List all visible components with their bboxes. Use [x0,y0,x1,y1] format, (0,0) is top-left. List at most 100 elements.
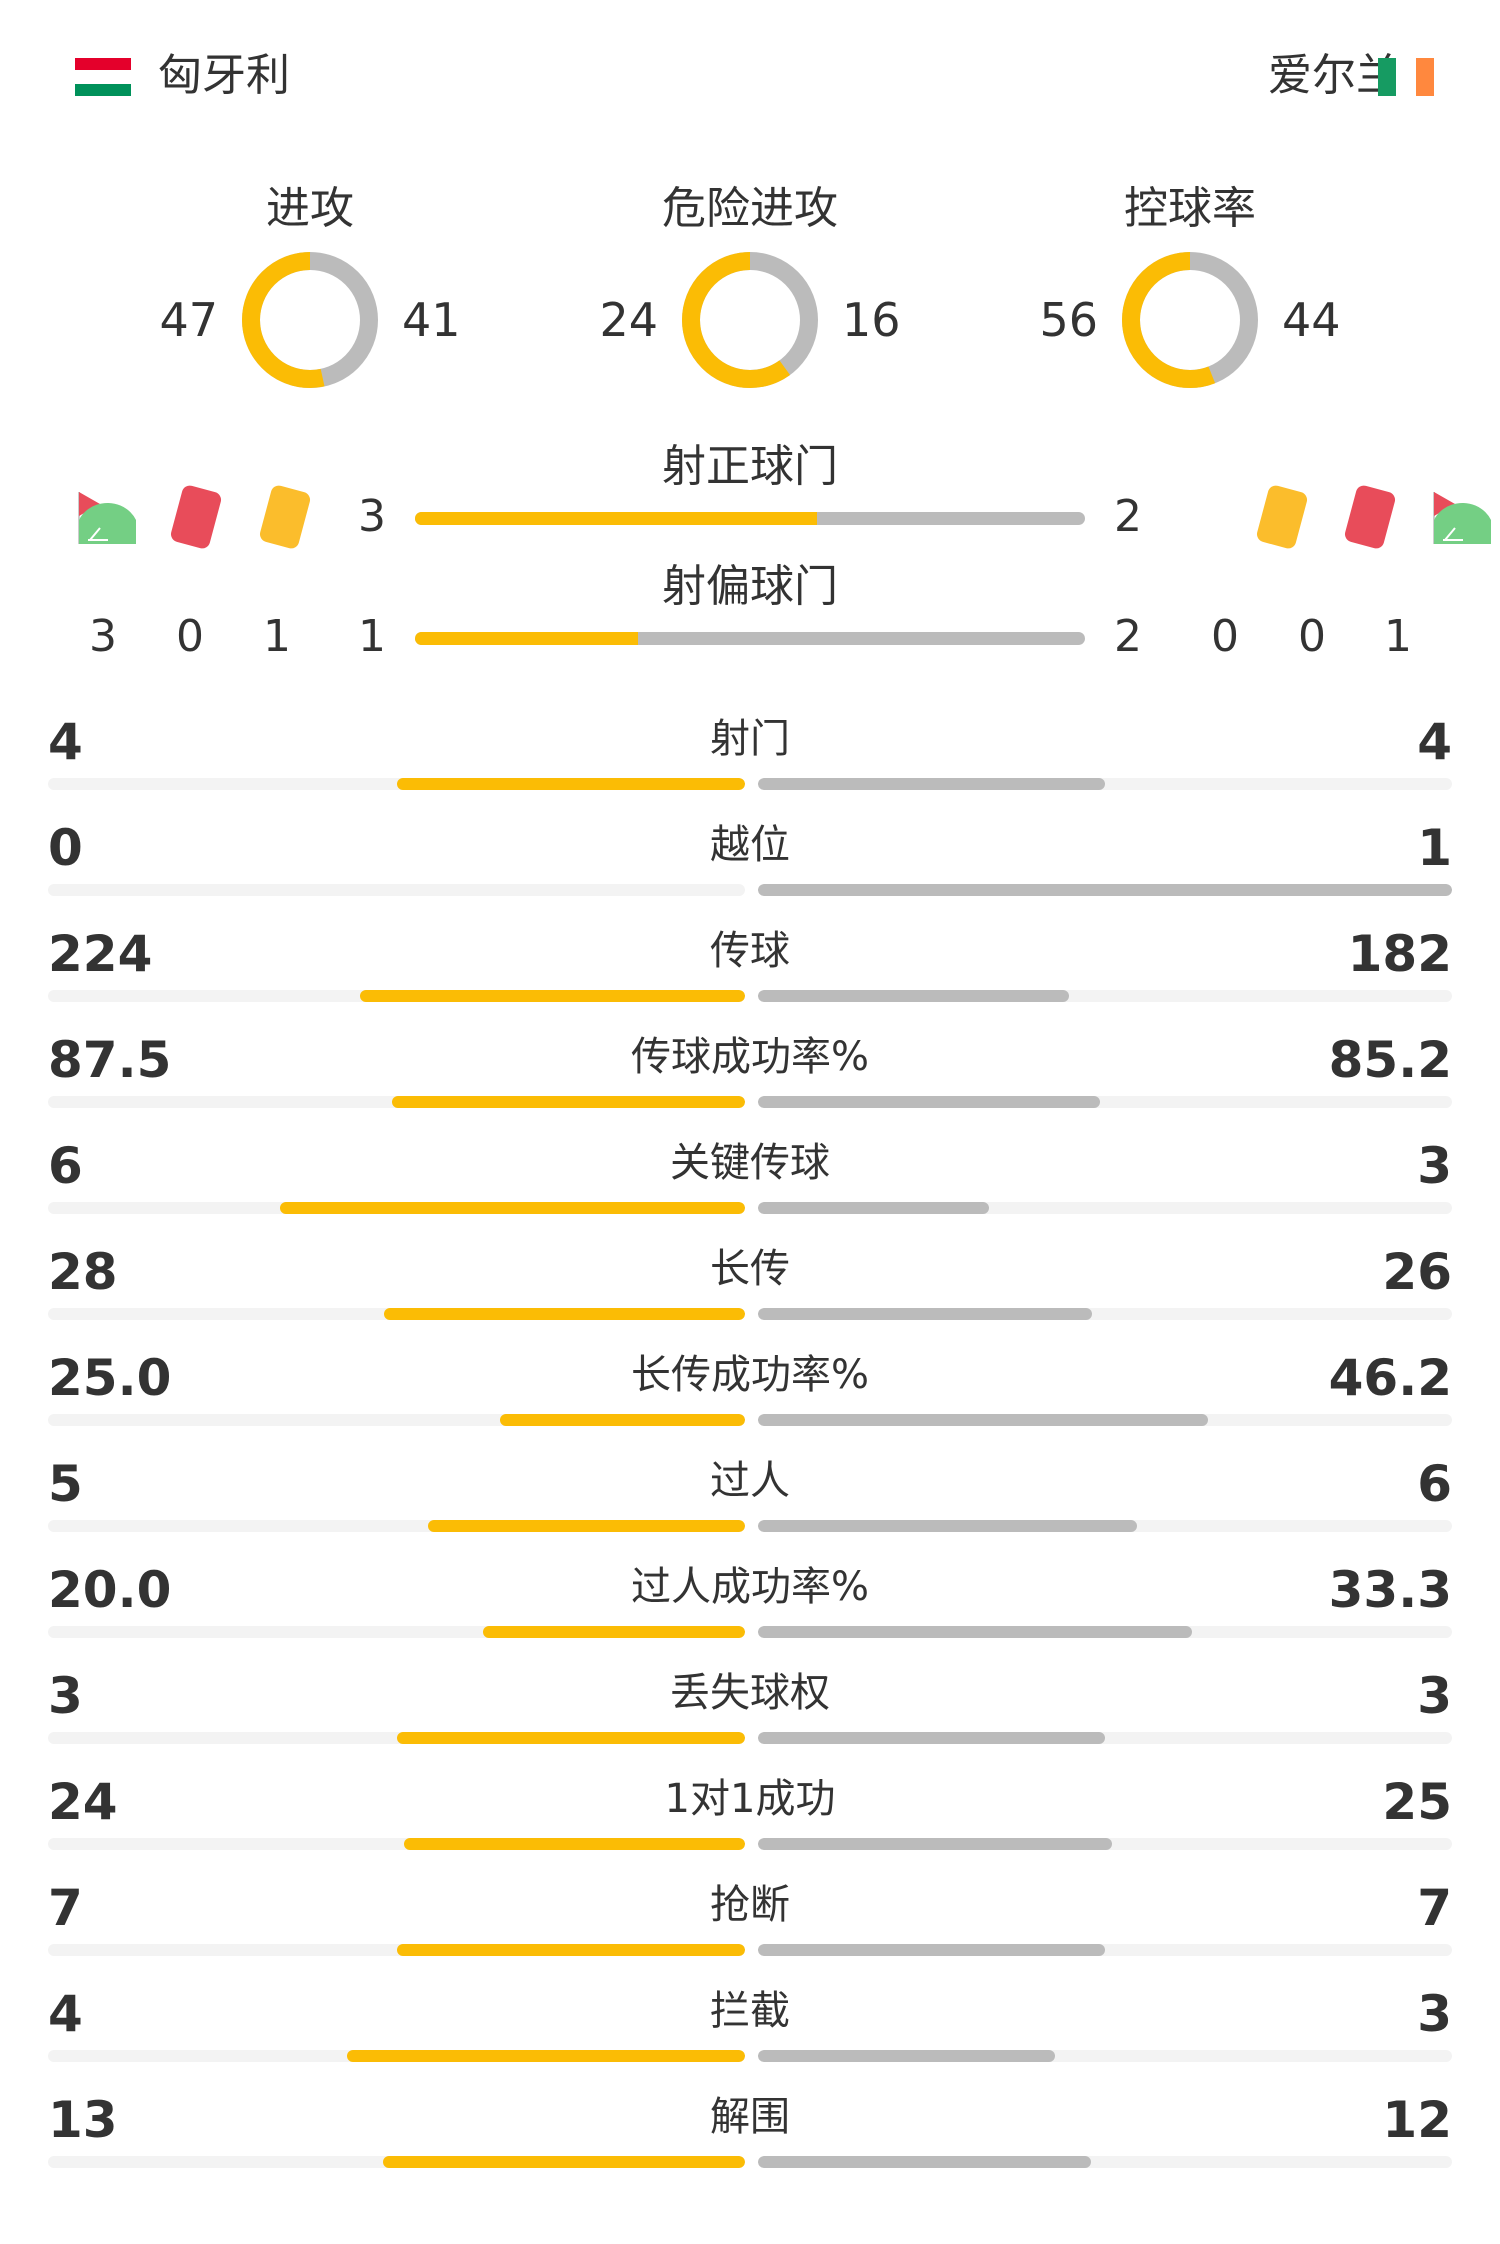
stat-away-bar [758,2050,1056,2062]
stat-label: 关键传球 [670,1140,830,1186]
stat-home-value: 4 [48,713,83,771]
stat-away-bar [758,2156,1092,2168]
stat-row: 25.0 长传成功率% 46.2 [48,1348,1452,1448]
stat-away-bar [758,1838,1113,1850]
stat-label: 过人 [710,1458,790,1504]
stat-home-value: 7 [48,1879,83,1937]
stat-label: 长传 [710,1246,790,1292]
kpi-label: 控球率 [1124,183,1256,234]
stat-home-value: 5 [48,1455,83,1513]
stat-home-bar [360,990,745,1002]
stat-home-bar [391,1096,745,1108]
stat-home-track [48,1308,745,1320]
yellow-card-icon [258,483,312,551]
stat-away-value: 33.3 [1328,1561,1452,1619]
stat-away-value: 85.2 [1328,1031,1452,1089]
donut-home-arc [682,252,818,388]
stat-home-track [48,1626,745,1638]
home-corners: 3 [89,611,117,662]
shots-off-bar [415,632,1085,645]
stat-away-bar [758,1096,1101,1108]
stat-home-bar [383,1308,745,1320]
kpi-home-value: 47 [159,293,218,347]
stat-home-value: 87.5 [48,1031,172,1089]
stat-away-track [758,2156,1452,2168]
kpi-away-value: 16 [842,293,901,347]
stat-away-bar [758,1308,1093,1320]
stat-away-track [758,1202,1452,1214]
stat-row: 13 解围 12 [48,2090,1452,2190]
shots-off-target-label: 射偏球门 [662,561,838,612]
stat-home-track [48,2050,745,2062]
stat-away-bar [758,884,1452,896]
kpi-donut [1122,252,1258,388]
stat-home-value: 25.0 [48,1349,172,1407]
kpi-home-value: 56 [1039,293,1098,347]
stat-row: 0 越位 1 [48,818,1452,918]
shots-on-bar [415,512,1085,525]
kpi-home-value: 24 [599,293,658,347]
stat-away-bar [758,1626,1192,1638]
yellow-card-icon [1255,483,1309,551]
shots-on-home-fill [415,512,817,525]
stat-row: 4 射门 4 [48,712,1452,812]
shots-on-home: 3 [358,491,386,542]
stat-home-track [48,1838,745,1850]
stat-away-bar [758,1944,1105,1956]
stat-home-value: 13 [48,2091,118,2149]
shots-off-away: 2 [1114,611,1142,662]
stat-home-track [48,1202,745,1214]
stat-home-bar [428,1520,745,1532]
stat-home-track [48,1732,745,1744]
stat-away-track [758,884,1452,896]
stat-home-track [48,2156,745,2168]
stat-home-track [48,1414,745,1426]
home-red-cards: 0 [176,611,204,662]
stat-home-bar [280,1202,745,1214]
stat-label: 长传成功率% [630,1352,869,1398]
stat-away-track [758,1838,1452,1850]
shots-off-home: 1 [358,611,386,662]
stat-row: 3 丢失球权 3 [48,1666,1452,1766]
stat-away-value: 4 [1417,713,1452,771]
stat-away-bar [758,1414,1209,1426]
stat-row: 7 抢断 7 [48,1878,1452,1978]
away-red-cards: 0 [1298,611,1326,662]
stat-away-value: 182 [1347,925,1452,983]
stat-away-track [758,1414,1452,1426]
kpi-away-value: 41 [402,293,461,347]
stat-home-bar [403,1838,745,1850]
stat-away-bar [758,990,1070,1002]
red-card-icon [1343,483,1397,551]
stat-away-bar [758,1202,990,1214]
stat-away-value: 1 [1417,819,1452,877]
red-card-icon [169,483,223,551]
stat-home-bar [396,1732,745,1744]
stat-row: 87.5 传球成功率% 85.2 [48,1030,1452,1130]
away-yellow-cards: 0 [1211,611,1239,662]
stat-row: 28 长传 26 [48,1242,1452,1342]
kpi-label: 危险进攻 [662,183,838,234]
stat-home-value: 3 [48,1667,83,1725]
stat-label: 丢失球权 [670,1670,830,1716]
stat-home-bar [396,778,745,790]
stat-row: 5 过人 6 [48,1454,1452,1554]
stat-away-value: 3 [1417,1985,1452,2043]
stat-home-value: 4 [48,1985,83,2043]
ireland-flag-icon [1378,58,1434,96]
stat-label: 拦截 [710,1988,790,2034]
stat-label: 传球成功率% [630,1034,869,1080]
stat-label: 解围 [710,2094,790,2140]
stat-home-value: 24 [48,1773,118,1831]
stat-away-track [758,1520,1452,1532]
stat-home-track [48,884,745,896]
stat-row: 4 拦截 3 [48,1984,1452,2084]
stat-away-track [758,1096,1452,1108]
corner-flag-icon [1433,492,1491,544]
stat-home-value: 0 [48,819,83,877]
stat-away-value: 26 [1382,1243,1452,1301]
stat-away-track [758,2050,1452,2062]
stat-home-track [48,1520,745,1532]
stat-home-bar [396,1944,745,1956]
home-yellow-cards: 1 [263,611,291,662]
